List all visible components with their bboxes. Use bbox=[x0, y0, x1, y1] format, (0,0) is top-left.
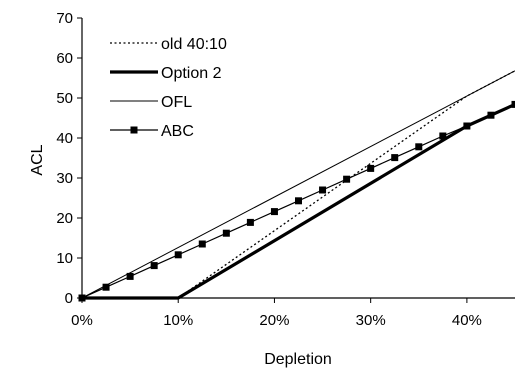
y-tick-label: 10 bbox=[56, 250, 73, 267]
y-axis-title: ACL bbox=[29, 144, 46, 175]
series-abc-point bbox=[198, 240, 206, 248]
axes: 0 10 20 30 40 50 60 70 0% 10% 20% 30% 40% bbox=[56, 10, 515, 329]
y-tick-label: 50 bbox=[56, 90, 73, 107]
series-abc-point bbox=[150, 262, 158, 270]
series-abc-point bbox=[319, 186, 327, 194]
series-abc-point bbox=[367, 164, 375, 172]
series-ofl-line bbox=[81, 70, 515, 299]
x-tick-label: 30% bbox=[356, 312, 386, 329]
y-tick-label: 0 bbox=[65, 290, 73, 307]
y-tick-label: 20 bbox=[56, 210, 73, 227]
legend-marker-abc bbox=[130, 126, 138, 134]
y-tick-label: 70 bbox=[56, 10, 73, 27]
series-abc-point bbox=[415, 143, 423, 151]
legend-label-option-2: Option 2 bbox=[161, 65, 222, 82]
series-abc-point bbox=[102, 283, 110, 291]
y-tick-label: 40 bbox=[56, 130, 73, 147]
legend-label-ofl: OFL bbox=[161, 94, 192, 111]
series-layer bbox=[78, 70, 515, 302]
x-tick-label: 20% bbox=[259, 312, 289, 329]
y-tick-label: 60 bbox=[56, 50, 73, 67]
series-abc-point bbox=[295, 197, 302, 205]
legend: old 40:10 Option 2 OFL ABC bbox=[110, 36, 227, 140]
legend-label-old-40-10: old 40:10 bbox=[161, 36, 227, 53]
series-abc-point bbox=[126, 272, 134, 280]
series-abc-point bbox=[174, 251, 182, 259]
x-tick-label: 40% bbox=[452, 312, 482, 329]
x-axis-title: Depletion bbox=[264, 351, 332, 368]
series-abc-point bbox=[391, 154, 399, 162]
series-abc-point bbox=[439, 132, 447, 140]
series-option-2-line bbox=[82, 102, 515, 300]
x-tick-label: 0% bbox=[71, 312, 93, 329]
y-tick-label: 30 bbox=[56, 170, 73, 187]
series-abc-point bbox=[270, 208, 278, 216]
legend-label-abc: ABC bbox=[161, 123, 194, 140]
series-abc-point bbox=[222, 229, 230, 237]
x-tick-label: 10% bbox=[163, 312, 193, 329]
series-abc-point bbox=[343, 175, 351, 183]
series-abc-point bbox=[246, 218, 254, 226]
